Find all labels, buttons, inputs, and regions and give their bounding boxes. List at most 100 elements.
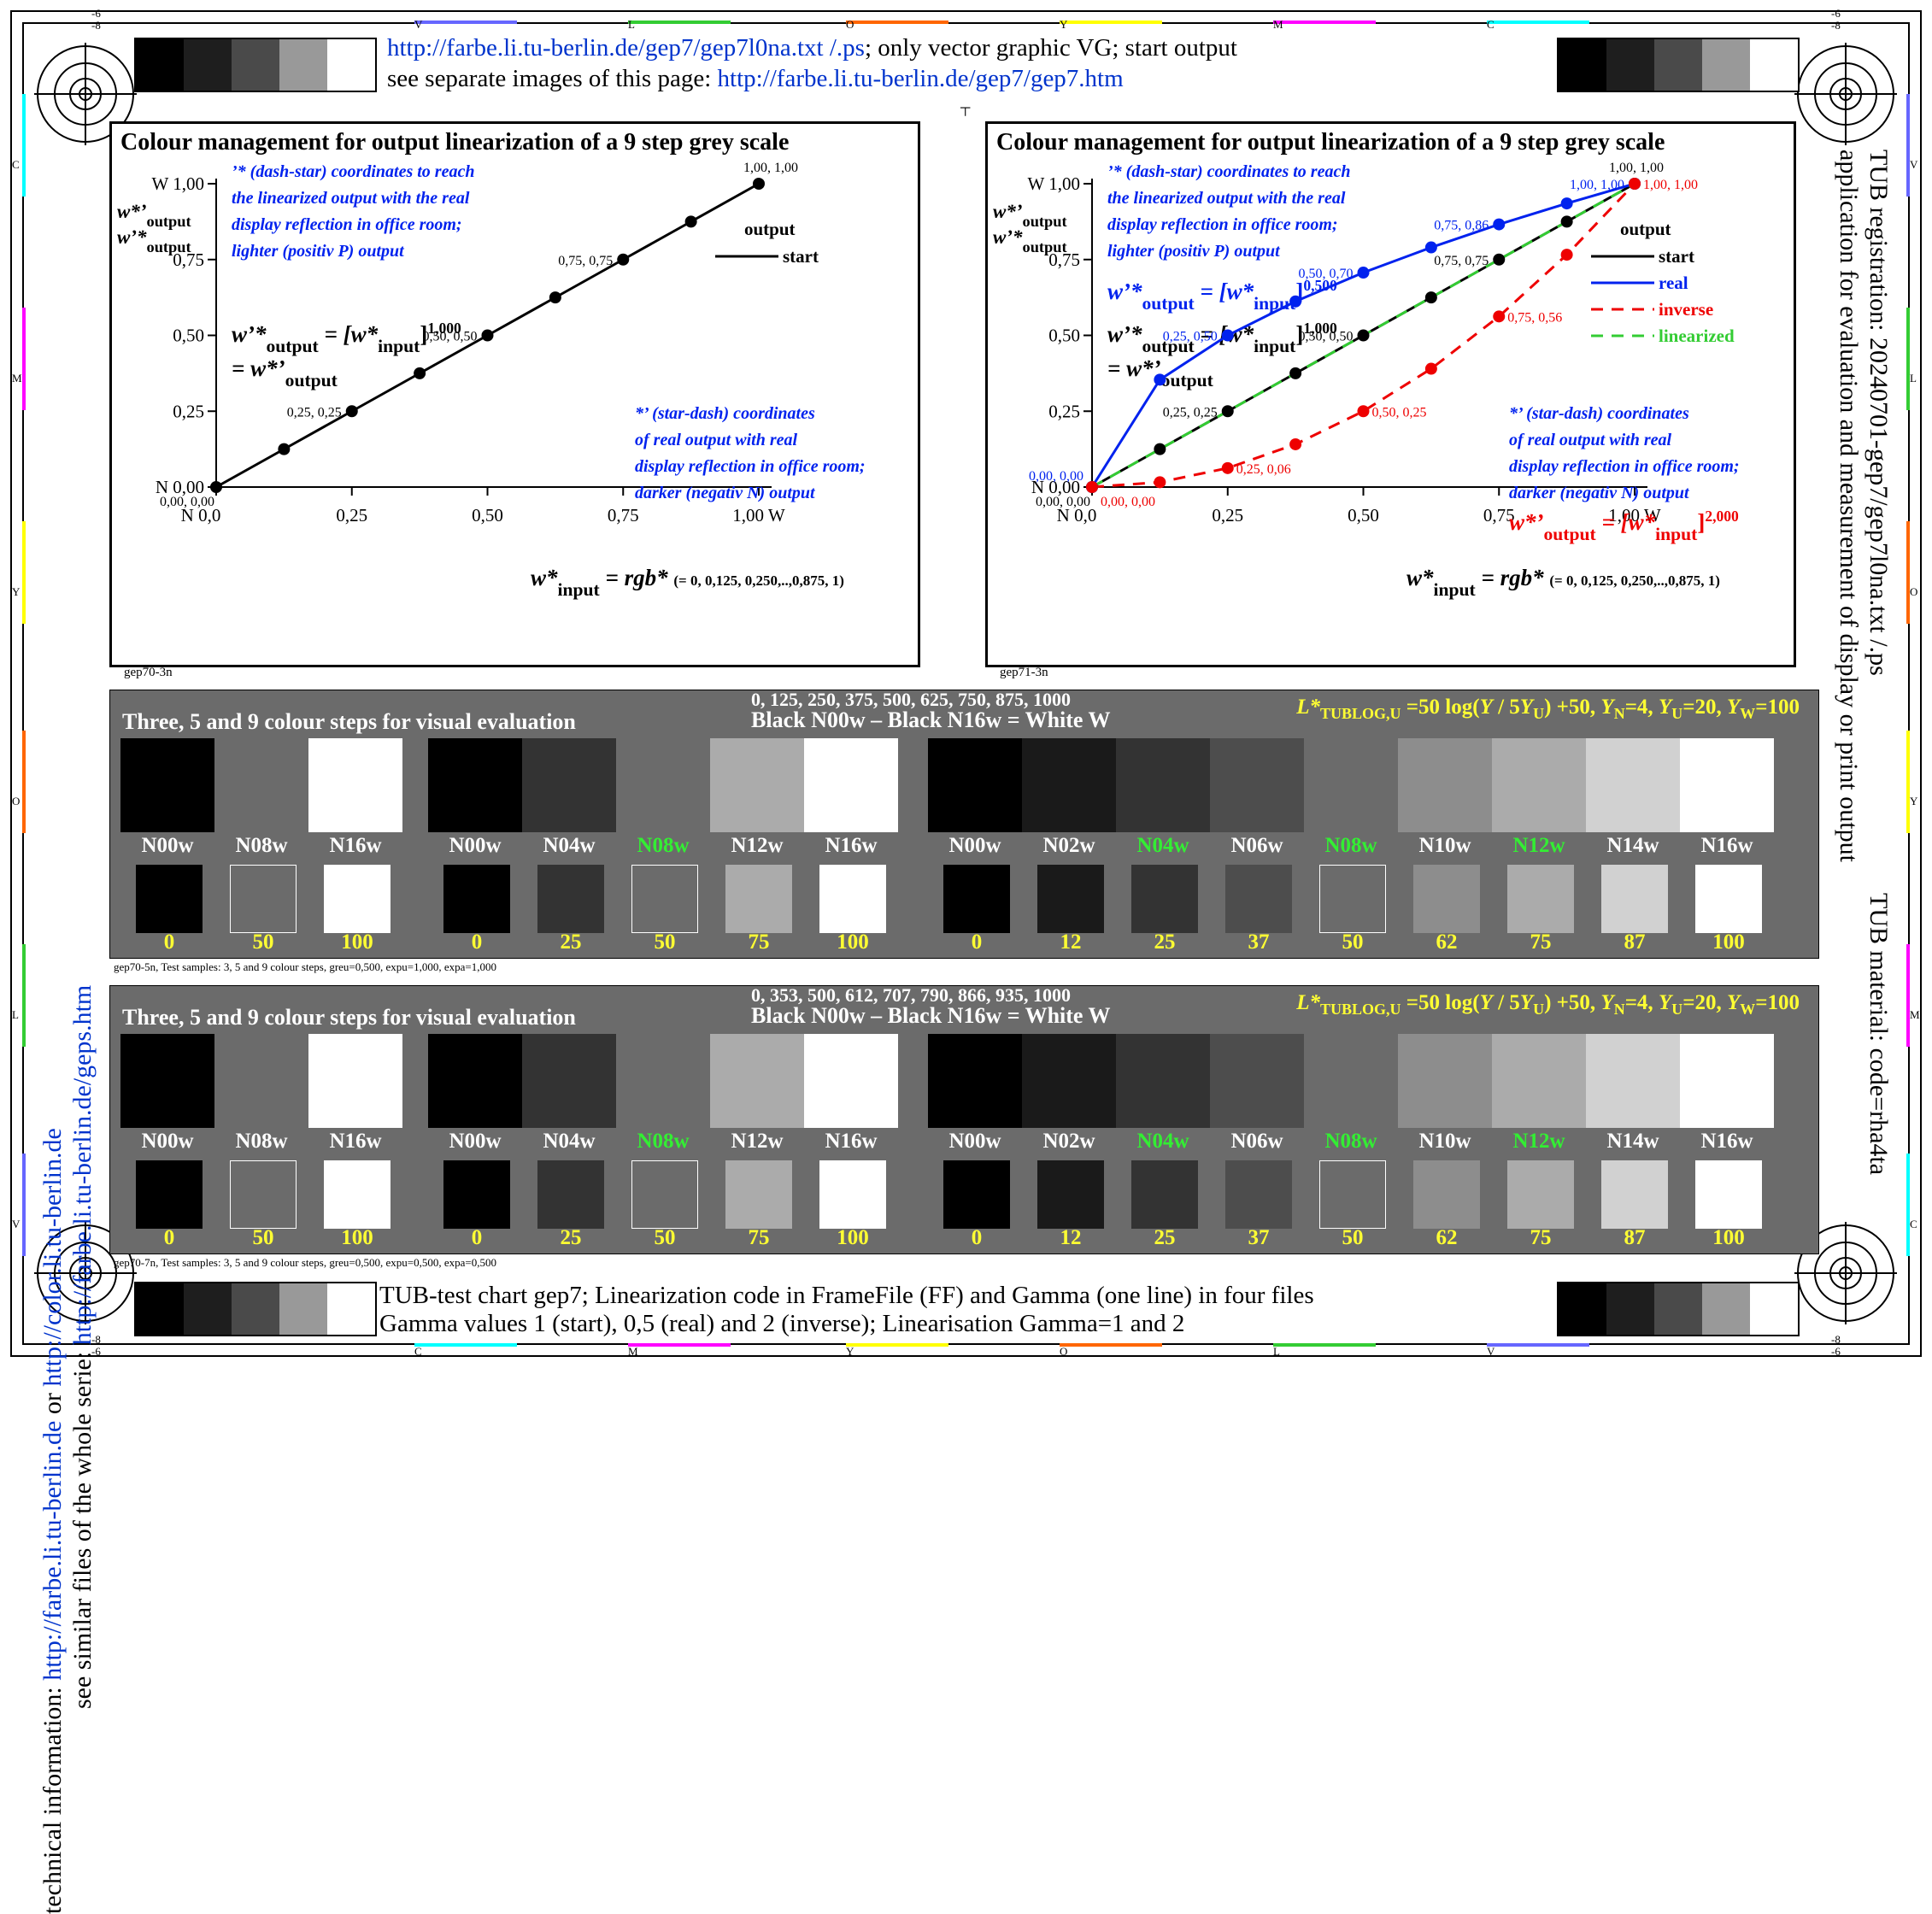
note-top-line: lighter (positiv P) output: [1107, 242, 1281, 261]
edge-mark-letter: M: [628, 1345, 638, 1358]
big-swatch: [710, 738, 804, 832]
step-value: 0: [971, 1226, 983, 1249]
point-label: 0,00, 0,00: [1101, 495, 1155, 509]
point-real: [1357, 267, 1370, 279]
formula-part: = [w*: [1596, 509, 1656, 535]
header-link-htm[interactable]: http://farbe.li.tu-berlin.de/gep7/gep7.h…: [717, 65, 1124, 92]
small-swatch: [1695, 1160, 1762, 1229]
formula-part: L*: [1296, 991, 1320, 1014]
step-value: 75: [748, 1226, 770, 1249]
formula-part: ]: [1295, 321, 1303, 347]
big-swatch: [1398, 738, 1492, 832]
point-label: 1,00, 1,00: [1570, 178, 1624, 192]
formula-part: Y: [1519, 696, 1534, 719]
right-vertical-line-1: TUB registration: 20240701-gep7/gep7l0na…: [1864, 150, 1893, 676]
note-top-line: display reflection in office room;: [1107, 215, 1338, 234]
small-swatch: [1507, 865, 1574, 933]
grey-strip-step: [1654, 1283, 1702, 1335]
formula-part: Y: [1726, 696, 1741, 719]
grey-strip-top-left: [134, 38, 377, 92]
step-label: N16w: [329, 1130, 382, 1153]
corner-num-br: -8: [1831, 1333, 1841, 1346]
step-label: N08w: [637, 1130, 690, 1153]
big-swatch: [1492, 738, 1586, 832]
step-value: 50: [1342, 931, 1364, 954]
point-label: 0,75, 0,75: [558, 254, 613, 268]
small-swatch: [631, 865, 698, 933]
small-swatch: [136, 865, 203, 933]
formula-part: / 5: [1492, 991, 1520, 1014]
formula-part: L*: [1296, 696, 1320, 719]
legend-label-linearized: linearized: [1659, 326, 1735, 346]
header-line-1: http://farbe.li.tu-berlin.de/gep7/gep7l0…: [387, 34, 1237, 62]
formula-part: ]: [420, 321, 427, 347]
header-link-ps[interactable]: http://farbe.li.tu-berlin.de/gep7/gep7l0…: [387, 34, 865, 62]
edge-mark-bar: [1060, 1343, 1162, 1347]
left-vertical-link-geps[interactable]: http://farbe.li.tu-berlin.de/geps.htm: [68, 984, 97, 1346]
step-value: 25: [1154, 931, 1176, 954]
colour-steps-panel-1: Three, 5 and 9 colour steps for visual e…: [109, 689, 1819, 959]
small-swatch: [1601, 1160, 1668, 1229]
x-tick-label: 0,25: [1212, 505, 1243, 525]
formula-part: N: [1613, 1001, 1625, 1018]
point-real: [1493, 218, 1506, 231]
step-value: 50: [654, 1226, 676, 1249]
small-swatch: [1695, 865, 1762, 933]
left-vertical-1-text: see similar files of the whole serie:: [68, 1345, 97, 1709]
big-swatch: [120, 738, 214, 832]
step-label: N04w: [1136, 834, 1189, 857]
point-start: [278, 443, 291, 455]
left-vertical-or: or: [38, 1386, 67, 1421]
grey-strip-step: [1702, 39, 1750, 91]
point-start: [1424, 291, 1437, 304]
point-label: 0,75, 0,86: [1434, 219, 1489, 233]
formula-part: ]: [1697, 509, 1705, 535]
small-swatch: [1037, 1160, 1104, 1229]
formula-part: [1544, 565, 1550, 590]
grey-strip-step: [327, 1283, 375, 1335]
left-vertical-link-farbe[interactable]: http://farbe.li.tu-berlin.de: [38, 1420, 67, 1681]
step-value: 100: [341, 931, 373, 954]
point-real: [1221, 329, 1234, 342]
edge-mark-letter: C: [1487, 18, 1495, 31]
point-inverse: [1560, 249, 1573, 261]
big-swatch: [928, 738, 1022, 832]
point-label: 0,50, 0,25: [1372, 405, 1427, 420]
grey-strip-top-right: [1557, 38, 1800, 92]
grey-strip-bottom-left: [134, 1282, 377, 1336]
y-axis-name-2: w’*output: [117, 226, 192, 255]
edge-mark-letter: C: [414, 1345, 422, 1358]
chart-title: Colour management for output linearizati…: [996, 129, 1665, 156]
step-value: 87: [1624, 931, 1646, 954]
small-swatch: [443, 865, 510, 933]
edge-mark-bar: [22, 308, 26, 410]
formula-part: 0,500: [1303, 277, 1337, 294]
step-value: 75: [1530, 931, 1552, 954]
point-start: [1493, 253, 1506, 266]
small-swatch: [943, 1160, 1010, 1229]
legend-label-start: start: [783, 246, 819, 267]
formula-part: =20,: [1682, 991, 1727, 1014]
panel-1-code: gep70-5n, Test samples: 3, 5 and 9 colou…: [114, 960, 496, 973]
legend-label-inverse: inverse: [1659, 299, 1713, 320]
left-vertical-link-color[interactable]: http://color.li.tu-berlin.de: [38, 1128, 67, 1387]
formula-part: U: [1671, 1001, 1683, 1018]
point-label: 1,00, 1,00: [1643, 178, 1698, 192]
small-swatch: [230, 865, 297, 933]
panel-values-line: 0, 353, 500, 612, 707, 790, 866, 935, 10…: [751, 984, 1071, 1006]
edge-mark-bar: [628, 1343, 731, 1347]
big-swatch: [1304, 1034, 1398, 1128]
small-swatch: [1507, 1160, 1574, 1229]
point-start: [414, 367, 426, 379]
edge-mark-bar: [22, 521, 26, 624]
formula-part: =4,: [1624, 696, 1659, 719]
point-inverse: [1357, 405, 1370, 418]
step-label: N14w: [1606, 834, 1659, 857]
big-swatch: [1210, 738, 1304, 832]
left-vertical-line-2: technical information: http://farbe.li.t…: [38, 1128, 68, 1914]
legend-title: output: [744, 219, 796, 239]
step-value: 37: [1248, 931, 1270, 954]
grey-strip-bottom-right: [1557, 1282, 1800, 1336]
formula-part: Y: [1658, 696, 1672, 719]
step-value: 100: [1712, 931, 1745, 954]
